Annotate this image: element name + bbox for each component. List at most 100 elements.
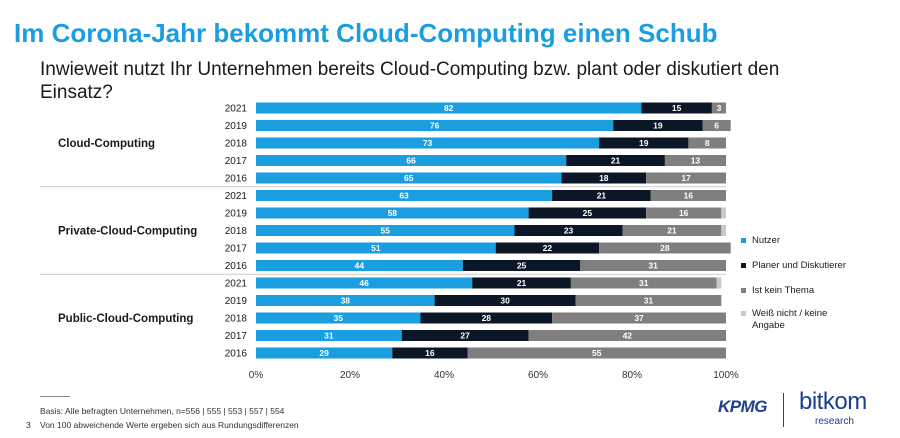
legend-swatch: [741, 238, 746, 243]
bar-segment-nutzer: [256, 295, 435, 306]
bar-segment-planer-und-diskutierer: [472, 277, 571, 289]
data-label: 37: [634, 313, 644, 323]
bar-segment-nutzer: [256, 242, 496, 254]
data-label: 19: [639, 138, 649, 148]
bar-segment-nutzer: [256, 330, 402, 341]
bar-segment-planer-und-diskutierer: [528, 207, 647, 219]
bar-segment-ist-kein-thema: [688, 137, 726, 149]
data-label: 21: [611, 156, 621, 166]
bar-segment-ist-kein-thema: [646, 207, 722, 219]
legend-entry: Planer und Diskutierer: [752, 260, 846, 271]
year-label: 2019: [225, 209, 248, 220]
data-label: 8: [705, 138, 710, 148]
page-title: Im Corona-Jahr bekommt Cloud-Computing e…: [14, 18, 718, 48]
data-label: 29: [319, 348, 329, 358]
legend-swatch: [741, 263, 746, 268]
data-label: 16: [679, 208, 689, 218]
data-label: 3: [717, 103, 722, 113]
data-label: 31: [324, 331, 334, 341]
legend-swatch: [741, 311, 746, 316]
bar-segment-planer-und-diskutierer: [599, 137, 689, 149]
bar-segment-nutzer: [256, 347, 393, 359]
data-label: 35: [334, 313, 344, 323]
bar-segment-nutzer: [256, 225, 515, 236]
x-tick-label: 80%: [622, 370, 642, 381]
bar-segment-wei-nicht-keine-angabe: [721, 207, 726, 219]
bar-segment-nutzer: [256, 102, 642, 114]
year-label: 2019: [225, 121, 248, 132]
bar-segment-ist-kein-thema: [467, 347, 726, 359]
data-label: 28: [660, 243, 670, 253]
bar-segment-planer-und-diskutierer: [462, 260, 581, 271]
x-tick-label: 100%: [713, 370, 739, 381]
data-label: 21: [597, 191, 607, 201]
year-label: 2021: [225, 104, 248, 115]
footnote-divider: [40, 396, 70, 397]
data-label: 63: [399, 191, 409, 201]
bar-segment-ist-kein-thema: [528, 330, 726, 341]
bar-segment-ist-kein-thema: [711, 102, 726, 114]
footnote-basis: Basis: Alle befragten Unternehmen, n=556…: [40, 406, 285, 416]
bar-segment-nutzer: [256, 312, 421, 324]
bar-segment-nutzer: [256, 120, 614, 131]
bitkom-research-label: research: [815, 416, 854, 427]
data-label: 13: [691, 156, 701, 166]
bar-segment-ist-kein-thema: [650, 190, 726, 201]
bar-segment-planer-und-diskutierer: [514, 225, 623, 236]
bar-segment-planer-und-diskutierer: [495, 242, 600, 254]
year-label: 2016: [225, 349, 248, 360]
bar-segment-ist-kein-thema: [664, 155, 726, 166]
data-label: 22: [543, 243, 553, 253]
bar-segment-planer-und-diskutierer: [552, 190, 651, 201]
data-label: 55: [381, 226, 391, 236]
data-label: 31: [644, 296, 654, 306]
data-label: 73: [423, 138, 433, 148]
x-tick-label: 0%: [249, 370, 264, 381]
data-label: 82: [444, 103, 454, 113]
year-label: 2017: [225, 244, 248, 255]
bar-segment-wei-nicht-keine-angabe: [716, 277, 722, 289]
year-label: 2021: [225, 191, 248, 202]
group-label: Private-Cloud-Computing: [58, 226, 197, 238]
data-label: 44: [355, 261, 365, 271]
data-label: 42: [623, 331, 633, 341]
bar-segment-planer-und-diskutierer: [392, 347, 468, 359]
data-label: 16: [425, 348, 435, 358]
year-label: 2016: [225, 174, 248, 185]
data-label: 76: [430, 121, 440, 131]
data-label: 6: [714, 121, 719, 131]
year-label: 2018: [225, 226, 248, 237]
bar-segment-ist-kein-thema: [646, 172, 726, 184]
bar-segment-planer-und-diskutierer: [613, 120, 703, 131]
legend-swatch: [741, 288, 746, 293]
kpmg-logo: KPMG: [718, 397, 768, 416]
bar-segment-planer-und-diskutierer: [566, 155, 665, 166]
footnote-rounding: Von 100 abweichende Werte ergeben sich a…: [40, 420, 299, 430]
bar-segment-ist-kein-thema: [552, 312, 726, 324]
data-label: 18: [599, 173, 609, 183]
bar-segment-nutzer: [256, 155, 567, 166]
year-label: 2021: [225, 279, 248, 290]
bar-segment-planer-und-diskutierer: [641, 102, 712, 114]
data-label: 25: [583, 208, 593, 218]
data-label: 21: [517, 278, 527, 288]
data-label: 25: [517, 261, 527, 271]
year-label: 2017: [225, 331, 248, 342]
year-label: 2019: [225, 296, 248, 307]
data-label: 65: [404, 173, 414, 183]
data-label: 28: [482, 313, 492, 323]
data-label: 17: [681, 173, 691, 183]
bar-segment-nutzer: [256, 137, 600, 149]
bar-segment-nutzer: [256, 172, 562, 184]
bar-segment-nutzer: [256, 277, 473, 289]
bar-segment-planer-und-diskutierer: [561, 172, 647, 184]
bar-segment-ist-kein-thema: [580, 260, 726, 271]
bar-segment-planer-und-diskutierer: [434, 295, 576, 306]
data-label: 27: [460, 331, 470, 341]
year-label: 2018: [225, 314, 248, 325]
data-label: 38: [341, 296, 351, 306]
bar-segment-ist-kein-thema: [599, 242, 731, 254]
legend-entry: Nutzer: [752, 235, 780, 246]
logo-separator: [783, 393, 784, 427]
legend-entry: Weiß nicht / keine Angabe: [752, 308, 827, 331]
